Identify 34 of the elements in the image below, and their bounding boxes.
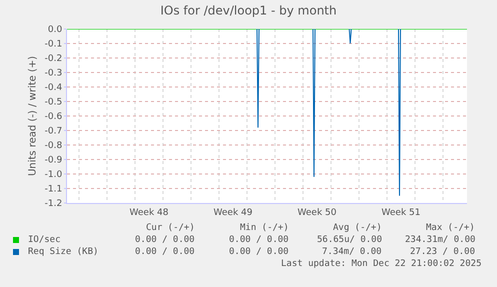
y-tick-label: -1.0 bbox=[44, 170, 62, 180]
y-tick-label: -0.9 bbox=[44, 156, 62, 166]
text: Last update: Mon Dec 22 21:00:02 2025 bbox=[281, 259, 482, 269]
text: Min (-/+) bbox=[240, 223, 289, 233]
y-tick-label: -0.8 bbox=[44, 141, 62, 152]
y-tick-label: -0.7 bbox=[44, 126, 62, 137]
x-tick-label: Week 50 bbox=[298, 208, 337, 218]
text: Avg (-/+) bbox=[333, 223, 382, 233]
y-tick-label: -0.3 bbox=[44, 68, 62, 79]
legend-label: IO/sec bbox=[28, 235, 61, 245]
text: 0.00 / 0.00 bbox=[135, 235, 195, 245]
text: Max (-/+) bbox=[426, 223, 475, 233]
y-tick-label: -1.2 bbox=[44, 199, 62, 210]
y-tick-label: -0.5 bbox=[44, 98, 62, 108]
y-tick-label: -0.2 bbox=[44, 54, 62, 64]
text: 27.23 / 0.00 bbox=[410, 247, 476, 257]
y-axis-title: Units read (-) / write (+) bbox=[28, 56, 39, 176]
y-tick-label: -1.1 bbox=[44, 184, 62, 195]
text: 0.00 / 0.00 bbox=[229, 235, 289, 245]
y-tick-label: -0.6 bbox=[44, 112, 62, 122]
y-tick-label: -0.1 bbox=[44, 40, 62, 50]
text: 0.00 / 0.00 bbox=[229, 247, 289, 257]
y-tick-label: 0.0 bbox=[48, 25, 62, 36]
text: 234.31m/ 0.00 bbox=[405, 235, 476, 245]
text: Cur (-/+) bbox=[146, 223, 195, 233]
y-tick-label: -0.4 bbox=[44, 83, 62, 94]
x-tick-label: Week 48 bbox=[130, 208, 169, 218]
legend-label: Req Size (KB) bbox=[28, 247, 98, 257]
text: 0.00 / 0.00 bbox=[135, 247, 195, 257]
x-tick-label: Week 49 bbox=[214, 208, 253, 218]
chart-title: IOs for /dev/loop1 - by month bbox=[160, 3, 337, 18]
x-tick-label: Week 51 bbox=[382, 208, 420, 218]
text: 7.34m/ 0.00 bbox=[322, 247, 382, 257]
text: 56.65u/ 0.00 bbox=[317, 235, 382, 245]
